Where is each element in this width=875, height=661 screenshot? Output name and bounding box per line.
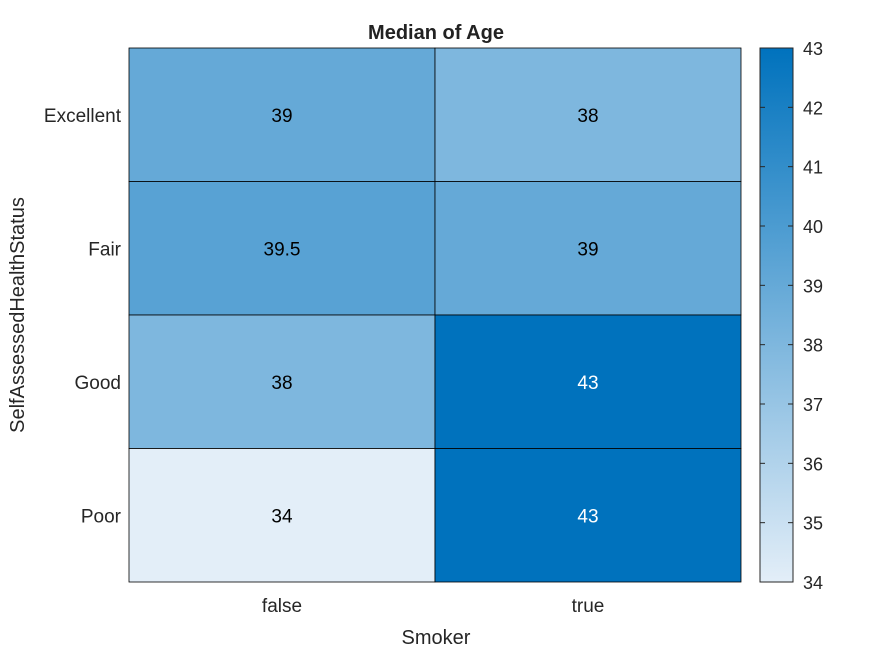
colorbar-tick-label: 36 (803, 454, 823, 474)
colorbar: 34 35 36 37 38 39 40 41 42 43 (759, 39, 823, 593)
colorbar-tick-label: 41 (803, 158, 823, 178)
colorbar-tick-label: 34 (803, 573, 823, 593)
y-tick-label: Poor (81, 506, 122, 527)
heatmap-cell (434, 181, 742, 316)
x-tick-label: true (572, 596, 605, 617)
colorbar-tick-label: 43 (803, 39, 823, 59)
heatmap-cell (128, 448, 436, 583)
cell-value-label: 43 (577, 506, 598, 527)
cell-value-label: 39.5 (264, 239, 301, 260)
cell-value-label: 38 (271, 373, 292, 394)
heatmap-cell (128, 314, 436, 449)
x-axis-label: Smoker (402, 627, 471, 649)
y-tick-label: Excellent (44, 106, 122, 127)
y-axis-ticks: Excellent Fair Good Poor (44, 106, 122, 528)
cell-value-label: 38 (577, 106, 598, 127)
heatmap-cell (128, 181, 436, 316)
y-axis-label: SelfAssessedHealthStatus (7, 197, 29, 433)
colorbar-tick-label: 35 (803, 514, 823, 534)
chart-title: Median of Age (368, 22, 504, 44)
heatmap-cell (434, 314, 742, 449)
colorbar-tick-label: 37 (803, 395, 823, 415)
cell-value-label: 43 (577, 373, 598, 394)
x-tick-label: false (262, 596, 302, 617)
heatmap-cell (128, 47, 436, 182)
colorbar-ticks: 34 35 36 37 38 39 40 41 42 43 (760, 39, 823, 593)
cell-value-label: 34 (271, 506, 293, 527)
colorbar-gradient (759, 47, 794, 583)
colorbar-tick-label: 42 (803, 98, 823, 118)
heatmap-cell (434, 448, 742, 583)
y-tick-label: Good (75, 373, 121, 394)
cell-value-label: 39 (577, 239, 598, 260)
heatmap-cells (128, 47, 742, 583)
cell-value-label: 39 (271, 106, 292, 127)
y-tick-label: Fair (88, 239, 121, 260)
colorbar-tick-label: 40 (803, 217, 823, 237)
colorbar-tick-label: 39 (803, 276, 823, 296)
heatmap-cell (434, 47, 742, 182)
colorbar-tick-label: 38 (803, 336, 823, 356)
x-axis-ticks: false true (262, 596, 604, 617)
heatmap-cell-labels: 39 38 39.5 39 38 43 34 43 (264, 106, 599, 528)
